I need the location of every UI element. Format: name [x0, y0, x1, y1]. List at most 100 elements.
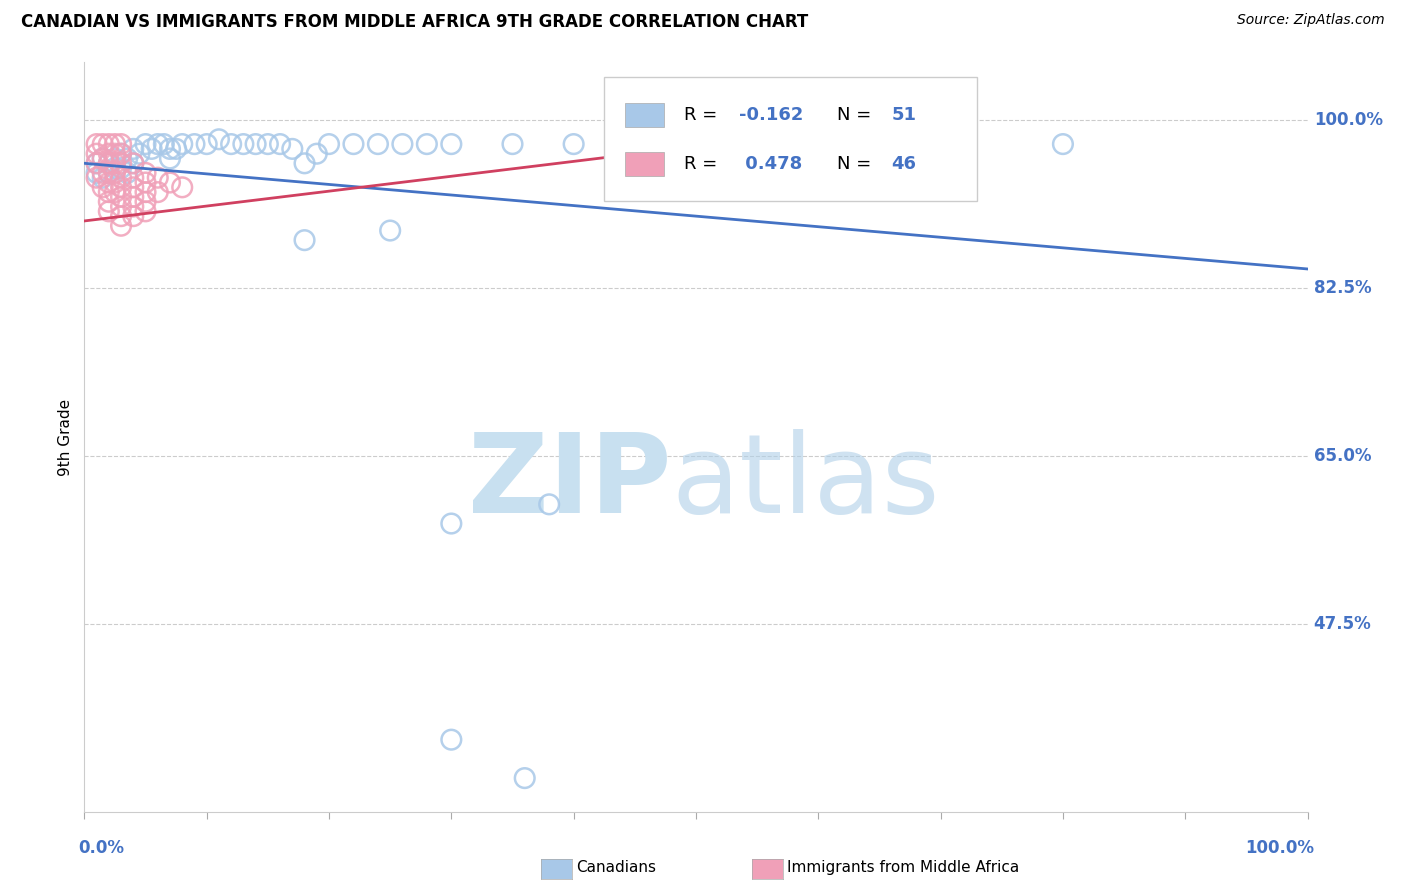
FancyBboxPatch shape [605, 78, 977, 201]
Point [104, 166, 127, 180]
Point [122, 180, 145, 194]
Point [86, 166, 108, 180]
Point [110, 137, 132, 152]
Point [380, 223, 402, 237]
Point [91, 152, 114, 166]
Point [135, 137, 157, 152]
Point [342, 137, 364, 152]
Point [97, 204, 120, 219]
Point [97, 194, 120, 209]
Text: 100.0%: 100.0% [1244, 839, 1313, 857]
Point [232, 137, 254, 152]
Point [122, 209, 145, 223]
Point [110, 209, 132, 223]
Point [91, 152, 114, 166]
Point [146, 137, 169, 152]
Point [391, 137, 413, 152]
Point [97, 176, 120, 190]
Point [172, 137, 194, 152]
Point [195, 137, 218, 152]
Point [110, 170, 132, 185]
Text: Immigrants from Middle Africa: Immigrants from Middle Africa [787, 860, 1019, 874]
Text: N =: N = [837, 154, 876, 172]
Point [110, 146, 132, 161]
Point [86, 156, 108, 170]
Text: 82.5%: 82.5% [1313, 279, 1371, 297]
Point [172, 180, 194, 194]
Point [122, 156, 145, 170]
Text: 47.5%: 47.5% [1313, 615, 1371, 633]
Point [440, 732, 463, 747]
Point [97, 146, 120, 161]
Point [110, 190, 132, 204]
Point [318, 137, 340, 152]
Point [104, 161, 127, 175]
Point [122, 190, 145, 204]
Point [159, 142, 181, 156]
Point [281, 142, 304, 156]
Point [367, 137, 389, 152]
Point [97, 185, 120, 199]
Point [159, 152, 181, 166]
Point [305, 146, 328, 161]
Text: 0.0%: 0.0% [79, 839, 124, 857]
Point [110, 146, 132, 161]
Point [91, 180, 114, 194]
Point [97, 166, 120, 180]
Point [502, 137, 524, 152]
Point [86, 170, 108, 185]
Point [294, 233, 316, 247]
Text: Canadians: Canadians [576, 860, 657, 874]
Point [1052, 137, 1074, 152]
Point [146, 170, 169, 185]
Point [122, 156, 145, 170]
Point [104, 146, 127, 161]
Point [685, 137, 707, 152]
Point [86, 137, 108, 152]
Point [141, 142, 163, 156]
Point [115, 166, 138, 180]
Point [104, 152, 127, 166]
Text: Source: ZipAtlas.com: Source: ZipAtlas.com [1237, 13, 1385, 28]
Text: 100.0%: 100.0% [1313, 112, 1382, 129]
Point [110, 219, 132, 233]
Text: 46: 46 [891, 154, 917, 172]
Point [86, 146, 108, 161]
Point [104, 137, 127, 152]
Point [104, 185, 127, 199]
Point [110, 156, 132, 170]
Point [219, 137, 242, 152]
Text: 51: 51 [891, 106, 917, 124]
Point [128, 146, 150, 161]
Point [122, 142, 145, 156]
Bar [626, 103, 664, 127]
Point [153, 137, 176, 152]
Point [562, 137, 585, 152]
Point [110, 200, 132, 214]
Y-axis label: 9th Grade: 9th Grade [58, 399, 73, 475]
Point [122, 200, 145, 214]
Point [624, 137, 647, 152]
Point [135, 166, 157, 180]
Point [747, 137, 769, 152]
Point [110, 161, 132, 175]
Point [135, 185, 157, 199]
Point [269, 137, 291, 152]
Point [122, 170, 145, 185]
Text: R =: R = [683, 154, 723, 172]
Text: R =: R = [683, 106, 723, 124]
Point [416, 137, 439, 152]
Point [104, 156, 127, 170]
Point [165, 142, 187, 156]
Text: CANADIAN VS IMMIGRANTS FROM MIDDLE AFRICA 9TH GRADE CORRELATION CHART: CANADIAN VS IMMIGRANTS FROM MIDDLE AFRIC… [21, 13, 808, 31]
Text: atlas: atlas [672, 428, 941, 535]
Point [110, 180, 132, 194]
Point [91, 170, 114, 185]
Point [104, 176, 127, 190]
Point [135, 194, 157, 209]
Text: ZIP: ZIP [468, 428, 672, 535]
Point [86, 156, 108, 170]
Point [115, 152, 138, 166]
Point [159, 176, 181, 190]
Point [97, 156, 120, 170]
